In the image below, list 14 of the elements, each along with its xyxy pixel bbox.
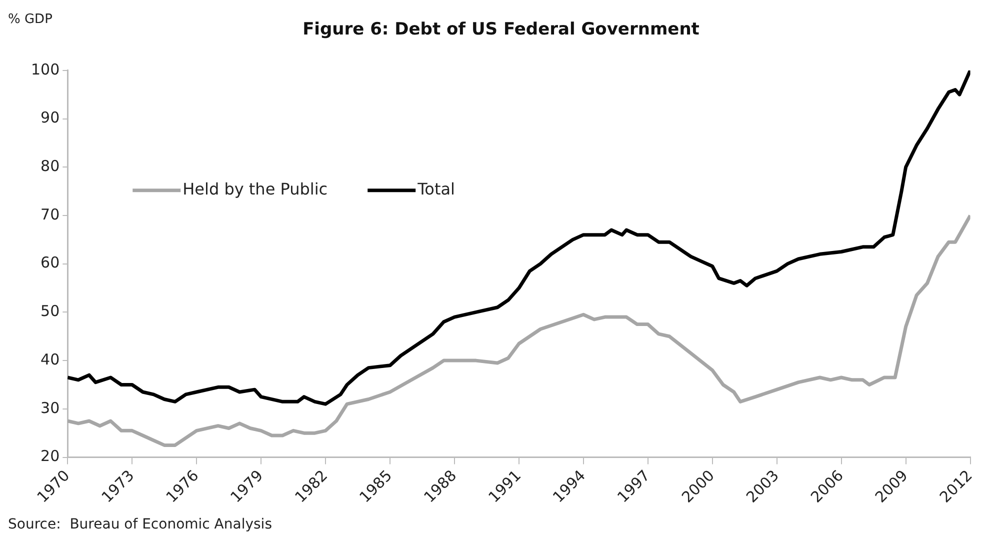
y-tick-label: 60 xyxy=(40,254,60,272)
y-tick-label: 50 xyxy=(40,302,60,320)
y-tick-label: 70 xyxy=(40,205,60,224)
y-tick-label: 90 xyxy=(40,108,60,127)
y-tick-label: 40 xyxy=(40,350,60,368)
y-tick-label: 80 xyxy=(40,157,60,176)
source-note: Source: Bureau of Economic Analysis xyxy=(8,516,272,533)
chart-title: Figure 6: Debt of US Federal Government xyxy=(302,20,700,40)
y-tick-label: 30 xyxy=(40,398,60,417)
legend-label: Held by the Public xyxy=(182,180,328,199)
y-tick-label: 100 xyxy=(30,60,60,78)
y-tick-label: 20 xyxy=(40,447,60,466)
y-axis-title: % GDP xyxy=(8,12,53,27)
legend-label: Total xyxy=(416,180,455,199)
